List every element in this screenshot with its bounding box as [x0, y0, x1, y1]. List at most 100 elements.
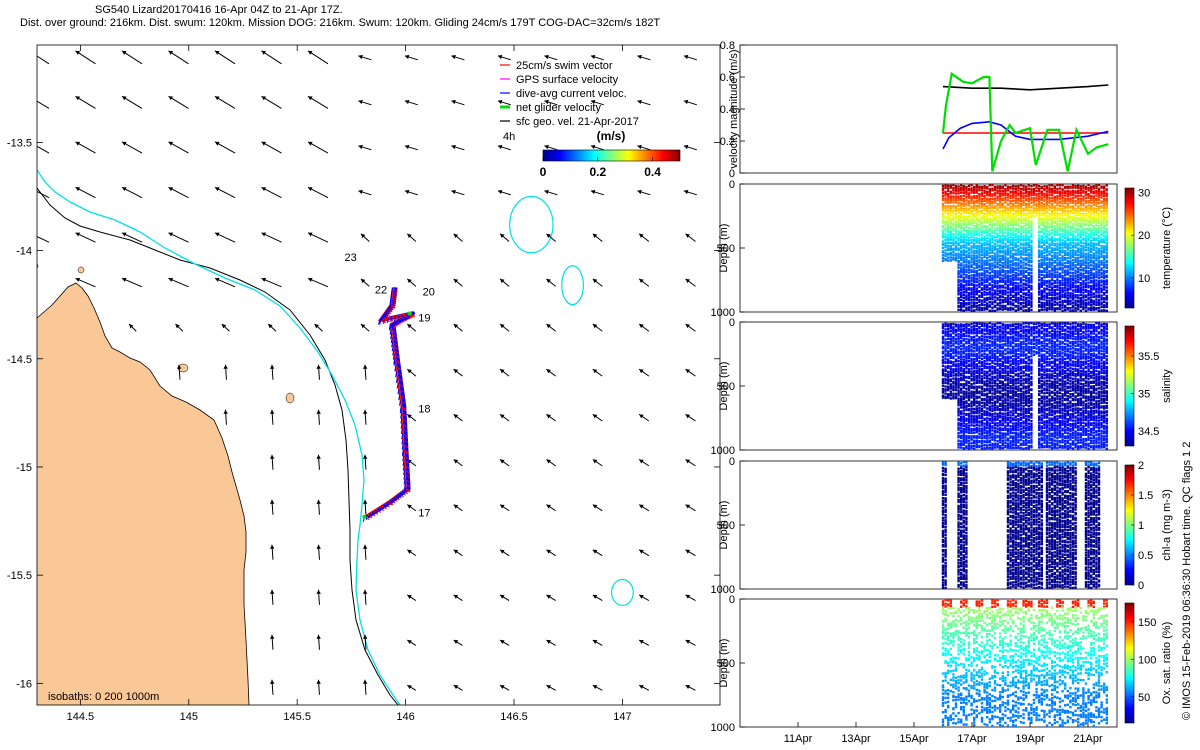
obs-point [996, 408, 999, 412]
obs-point [1056, 227, 1059, 230]
obs-point [1074, 246, 1077, 249]
obs-point [983, 447, 986, 450]
obs-point [965, 445, 968, 448]
obs-point [999, 330, 1002, 333]
obs-point [1061, 303, 1064, 307]
obs-point [980, 332, 984, 335]
obs-point [1061, 191, 1064, 195]
obs-point [1077, 308, 1080, 311]
obs-point [960, 219, 963, 223]
obs-point [1001, 434, 1004, 437]
obs-point [952, 191, 955, 195]
obs-point [944, 232, 947, 235]
obs-point [1105, 242, 1108, 245]
obs-point [993, 272, 997, 275]
obs-point [954, 242, 958, 245]
obs-point [1051, 308, 1054, 311]
obs-point [980, 330, 984, 333]
obs-point [1017, 197, 1020, 200]
obs-point [1001, 227, 1004, 230]
vector-head [270, 499, 275, 504]
legend-label-gps: GPS surface velocity [516, 74, 619, 86]
obs-point [1006, 432, 1010, 435]
obs-point [962, 188, 965, 192]
obs-point [991, 270, 994, 274]
obs-point [991, 392, 994, 395]
obs-point [980, 364, 984, 368]
obs-point [1030, 201, 1033, 204]
obs-point [1100, 279, 1103, 282]
obs-point [1058, 190, 1062, 194]
obs-point [1053, 297, 1056, 301]
obs-point [962, 405, 965, 408]
obs-point [957, 397, 960, 400]
obs-point [978, 273, 981, 277]
track-start [362, 514, 367, 519]
obs-point [1071, 193, 1075, 197]
obs-point [1009, 337, 1012, 340]
day-label: 20 [423, 287, 435, 299]
obs-point [1082, 303, 1085, 306]
vector-head [639, 278, 644, 284]
obs-point [954, 350, 958, 353]
obs-point [1022, 305, 1025, 309]
obs-point [1043, 185, 1046, 188]
obs-point [1017, 274, 1020, 277]
obs-point [991, 447, 994, 450]
obs-point [1100, 263, 1103, 266]
surface-current-vectors [29, 50, 697, 695]
obs-point [1105, 296, 1108, 299]
obs-point [1097, 257, 1101, 260]
obs-point [986, 355, 989, 359]
obs-point [965, 400, 968, 403]
obs-point [1004, 359, 1007, 362]
obs-point [941, 373, 945, 377]
obs-point [1043, 308, 1046, 311]
obs-point [1105, 199, 1108, 203]
obs-point [1004, 335, 1007, 338]
obs-point [1004, 377, 1007, 380]
obs-point [980, 390, 984, 393]
obs-point [967, 247, 971, 250]
obs-point [973, 201, 976, 205]
obs-point [952, 222, 955, 225]
obs-point [965, 298, 968, 301]
obs-point [967, 447, 971, 450]
obs-point [1092, 308, 1095, 311]
obs-point [1006, 212, 1010, 215]
obs-point [962, 352, 965, 355]
obs-point [1009, 239, 1012, 242]
obs-point [949, 326, 952, 330]
obs-point [991, 301, 994, 304]
obs-point [1056, 212, 1059, 215]
obs-point [983, 271, 986, 275]
obs-point [1006, 395, 1010, 398]
obs-point [947, 358, 950, 361]
obs-point [965, 255, 968, 259]
obs-point [941, 214, 945, 218]
obs-point [1084, 209, 1088, 212]
vector-head [270, 544, 275, 549]
vector-head [29, 96, 34, 100]
obs-point [986, 210, 989, 213]
obs-point [957, 252, 960, 255]
obs-point [947, 361, 950, 365]
dac-vector [394, 366, 397, 372]
obs-point [993, 227, 997, 230]
obs-point [952, 392, 955, 395]
obs-point [978, 349, 981, 352]
obs-point [1001, 384, 1004, 387]
obs-point [1069, 300, 1072, 303]
obs-point [986, 335, 989, 339]
obs-point [996, 416, 999, 419]
obs-point [1043, 287, 1046, 290]
obs-point [1058, 275, 1062, 279]
obs-point [1097, 282, 1101, 285]
obs-point [1095, 254, 1098, 257]
obs-point [1048, 250, 1051, 253]
obs-point [960, 333, 963, 336]
vector-head [592, 594, 598, 599]
obs-point [965, 218, 968, 222]
obs-point [1017, 211, 1020, 214]
obs-point [1056, 264, 1059, 267]
